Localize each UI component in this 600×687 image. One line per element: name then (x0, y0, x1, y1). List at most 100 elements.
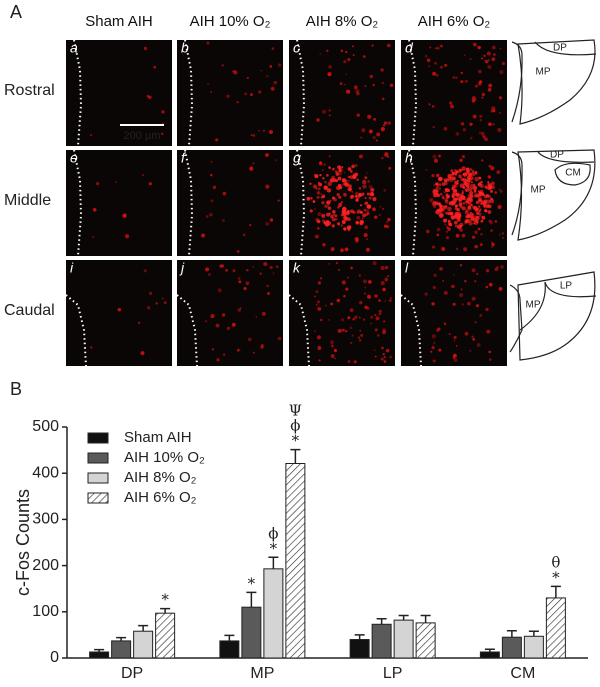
cell (437, 176, 443, 182)
row-label: Middle (4, 192, 51, 209)
cell (499, 47, 502, 50)
cell (435, 210, 440, 215)
cell (479, 118, 483, 122)
cell (491, 106, 496, 111)
cell (314, 330, 316, 332)
bar (241, 606, 262, 659)
cell (344, 217, 349, 221)
cell (451, 200, 455, 204)
cell (261, 343, 264, 347)
cell (431, 174, 435, 178)
error-bar (484, 648, 495, 652)
cell (338, 202, 343, 207)
cell (460, 122, 465, 126)
cell (472, 114, 477, 119)
cell (271, 47, 275, 50)
micrograph (177, 150, 283, 256)
cell (356, 211, 359, 214)
cell (335, 172, 340, 176)
cell (335, 261, 339, 265)
cell (359, 204, 363, 207)
cell (381, 330, 387, 335)
cell (326, 212, 331, 217)
cell (455, 170, 459, 174)
cell (479, 131, 482, 134)
cell (445, 230, 448, 233)
cell (455, 233, 460, 238)
panel-letter: g (293, 150, 301, 166)
error-bar (160, 607, 171, 614)
cell (474, 176, 479, 182)
cell (496, 170, 501, 175)
cell (367, 179, 371, 183)
cell (433, 341, 436, 344)
cell (309, 182, 312, 185)
cell (361, 217, 364, 220)
cell (387, 155, 390, 158)
cell (473, 42, 477, 47)
cell (486, 51, 491, 56)
cell (328, 109, 331, 112)
cell (359, 329, 362, 332)
cell (361, 128, 366, 133)
cell (350, 266, 353, 270)
cell (475, 200, 480, 205)
cell (350, 341, 353, 344)
cell (438, 183, 442, 187)
panel-letter: j (179, 260, 185, 276)
cell (236, 250, 240, 253)
cell (337, 222, 341, 226)
cell (499, 233, 501, 236)
cell (463, 247, 468, 252)
bar (89, 651, 110, 659)
cell (326, 49, 329, 52)
cell (455, 76, 458, 80)
cell (445, 236, 450, 240)
y-tick-label: 100 (32, 603, 59, 620)
cell (471, 99, 476, 103)
cell (345, 51, 348, 54)
cell (244, 92, 248, 96)
significance-mark: * (270, 539, 278, 557)
cell (331, 344, 334, 348)
bar (501, 636, 522, 659)
cell (381, 81, 384, 84)
cell (252, 133, 256, 137)
cell (434, 201, 439, 206)
midline (176, 294, 198, 367)
cell (265, 221, 269, 226)
cell (489, 177, 491, 179)
region-label: MP (526, 300, 541, 311)
significance-mark: * (292, 432, 300, 450)
cell (460, 288, 463, 291)
cell (454, 207, 458, 211)
cell (471, 235, 476, 239)
cell (379, 205, 382, 208)
cell (429, 198, 434, 203)
cell (369, 74, 374, 79)
cell (275, 265, 279, 268)
cell (449, 101, 453, 105)
cell (480, 219, 484, 223)
cell (470, 181, 473, 184)
cell (327, 206, 332, 210)
cell (324, 180, 327, 184)
cell (312, 200, 316, 203)
bar (371, 623, 392, 659)
cell (322, 177, 325, 180)
cell (355, 191, 359, 195)
cell (461, 155, 465, 159)
cell (372, 207, 376, 212)
cell (488, 184, 493, 189)
row-label: Caudal (4, 302, 55, 319)
cell (216, 358, 220, 362)
cell (250, 134, 253, 137)
cell (92, 236, 95, 239)
cell (362, 179, 367, 185)
cell (440, 44, 443, 48)
error-bar (398, 614, 409, 621)
cell (319, 174, 322, 177)
cell (467, 206, 472, 211)
cell (498, 188, 501, 191)
cell (431, 245, 436, 249)
